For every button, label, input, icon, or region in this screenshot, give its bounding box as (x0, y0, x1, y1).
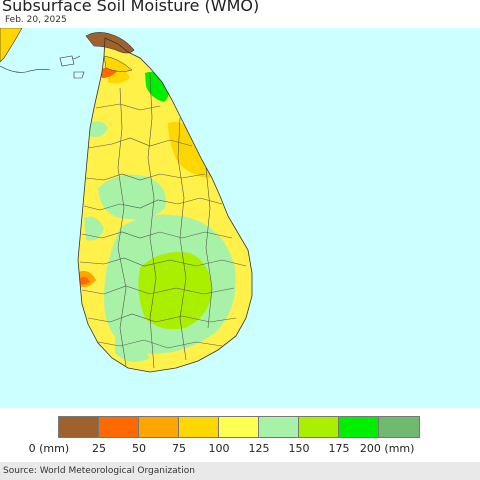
legend-tick-label: 200 (mm) (359, 442, 415, 455)
legend-swatch (99, 417, 139, 437)
map-title: Subsurface Soil Moisture (WMO) (2, 0, 260, 15)
legend-tick-label: 150 (288, 442, 310, 455)
legend-tick-label: 100 (208, 442, 230, 455)
soil-moisture-map (0, 28, 480, 408)
zone-125-150-north (98, 174, 166, 220)
coastline (77, 37, 253, 373)
ocean (0, 28, 480, 408)
legend-swatch (219, 417, 259, 437)
legend-swatch (339, 417, 379, 437)
legend-labels: 0 (mm) 25 50 75 100 125 150 175 200 (mm) (0, 442, 480, 456)
legend-color-bar (58, 416, 420, 438)
legend-swatch (299, 417, 339, 437)
legend-tick-label: 0 (mm) (28, 442, 70, 455)
map-date: Feb. 20, 2025 (5, 15, 67, 25)
legend-tick-label: 125 (248, 442, 270, 455)
zone-75-100-east (168, 122, 211, 178)
zone-125-150-west (84, 216, 104, 241)
legend-tick-label: 175 (328, 442, 350, 455)
northern-strip (103, 55, 133, 72)
source-footer: Source: World Meteorological Organizatio… (0, 462, 480, 480)
legend-swatch (259, 417, 299, 437)
legend-tick-label: 25 (92, 442, 106, 455)
northern-islets (59, 55, 85, 79)
legend-swatch (179, 417, 219, 437)
district-boundaries (79, 72, 247, 369)
legend-swatch (139, 417, 179, 437)
legend-tick-label: 50 (132, 442, 146, 455)
zone-25-50-west (80, 276, 90, 285)
jaffna-peninsula (85, 32, 135, 54)
india-coast (0, 28, 23, 63)
legend-swatch (379, 417, 419, 437)
legend-swatch (59, 417, 99, 437)
legend-tick-label: 75 (172, 442, 186, 455)
zone-150-175-central (138, 252, 212, 330)
zone-125-150-northwest (90, 121, 108, 137)
